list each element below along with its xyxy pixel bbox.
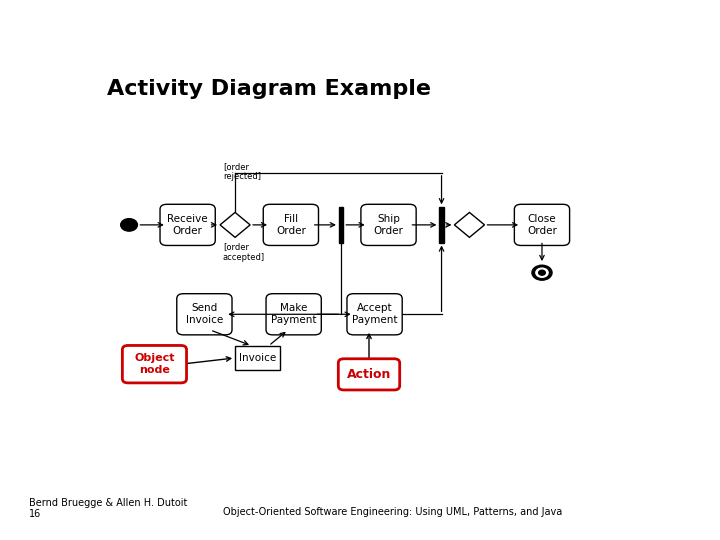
Text: Close
Order: Close Order: [527, 214, 557, 235]
FancyBboxPatch shape: [266, 294, 321, 335]
Text: Invoice: Invoice: [239, 353, 276, 363]
Text: Send
Invoice: Send Invoice: [186, 303, 223, 325]
Text: Object
node: Object node: [134, 353, 175, 375]
Text: Receive
Order: Receive Order: [167, 214, 208, 235]
FancyBboxPatch shape: [122, 346, 186, 383]
Text: [order
rejected]: [order rejected]: [222, 162, 261, 181]
FancyBboxPatch shape: [361, 204, 416, 246]
Text: Ship
Order: Ship Order: [374, 214, 403, 235]
FancyBboxPatch shape: [347, 294, 402, 335]
FancyBboxPatch shape: [177, 294, 232, 335]
Polygon shape: [454, 212, 485, 238]
Text: Make
Payment: Make Payment: [271, 303, 316, 325]
Circle shape: [532, 265, 552, 280]
Bar: [339, 207, 343, 242]
Text: Bernd Bruegge & Allen H. Dutoit
16: Bernd Bruegge & Allen H. Dutoit 16: [29, 498, 187, 519]
Circle shape: [539, 270, 545, 275]
Text: Accept
Payment: Accept Payment: [352, 303, 397, 325]
Text: Object-Oriented Software Engineering: Using UML, Patterns, and Java: Object-Oriented Software Engineering: Us…: [223, 507, 562, 517]
Circle shape: [536, 268, 548, 277]
Bar: [439, 207, 444, 242]
FancyBboxPatch shape: [160, 204, 215, 246]
FancyBboxPatch shape: [514, 204, 570, 246]
FancyBboxPatch shape: [338, 359, 400, 390]
Polygon shape: [220, 212, 250, 238]
Text: Activity Diagram Example: Activity Diagram Example: [107, 79, 431, 99]
Circle shape: [121, 219, 138, 231]
Bar: [235, 346, 280, 370]
FancyBboxPatch shape: [264, 204, 318, 246]
Text: Fill
Order: Fill Order: [276, 214, 306, 235]
Text: Action: Action: [347, 368, 391, 381]
Text: [order
accepted]: [order accepted]: [222, 242, 265, 262]
